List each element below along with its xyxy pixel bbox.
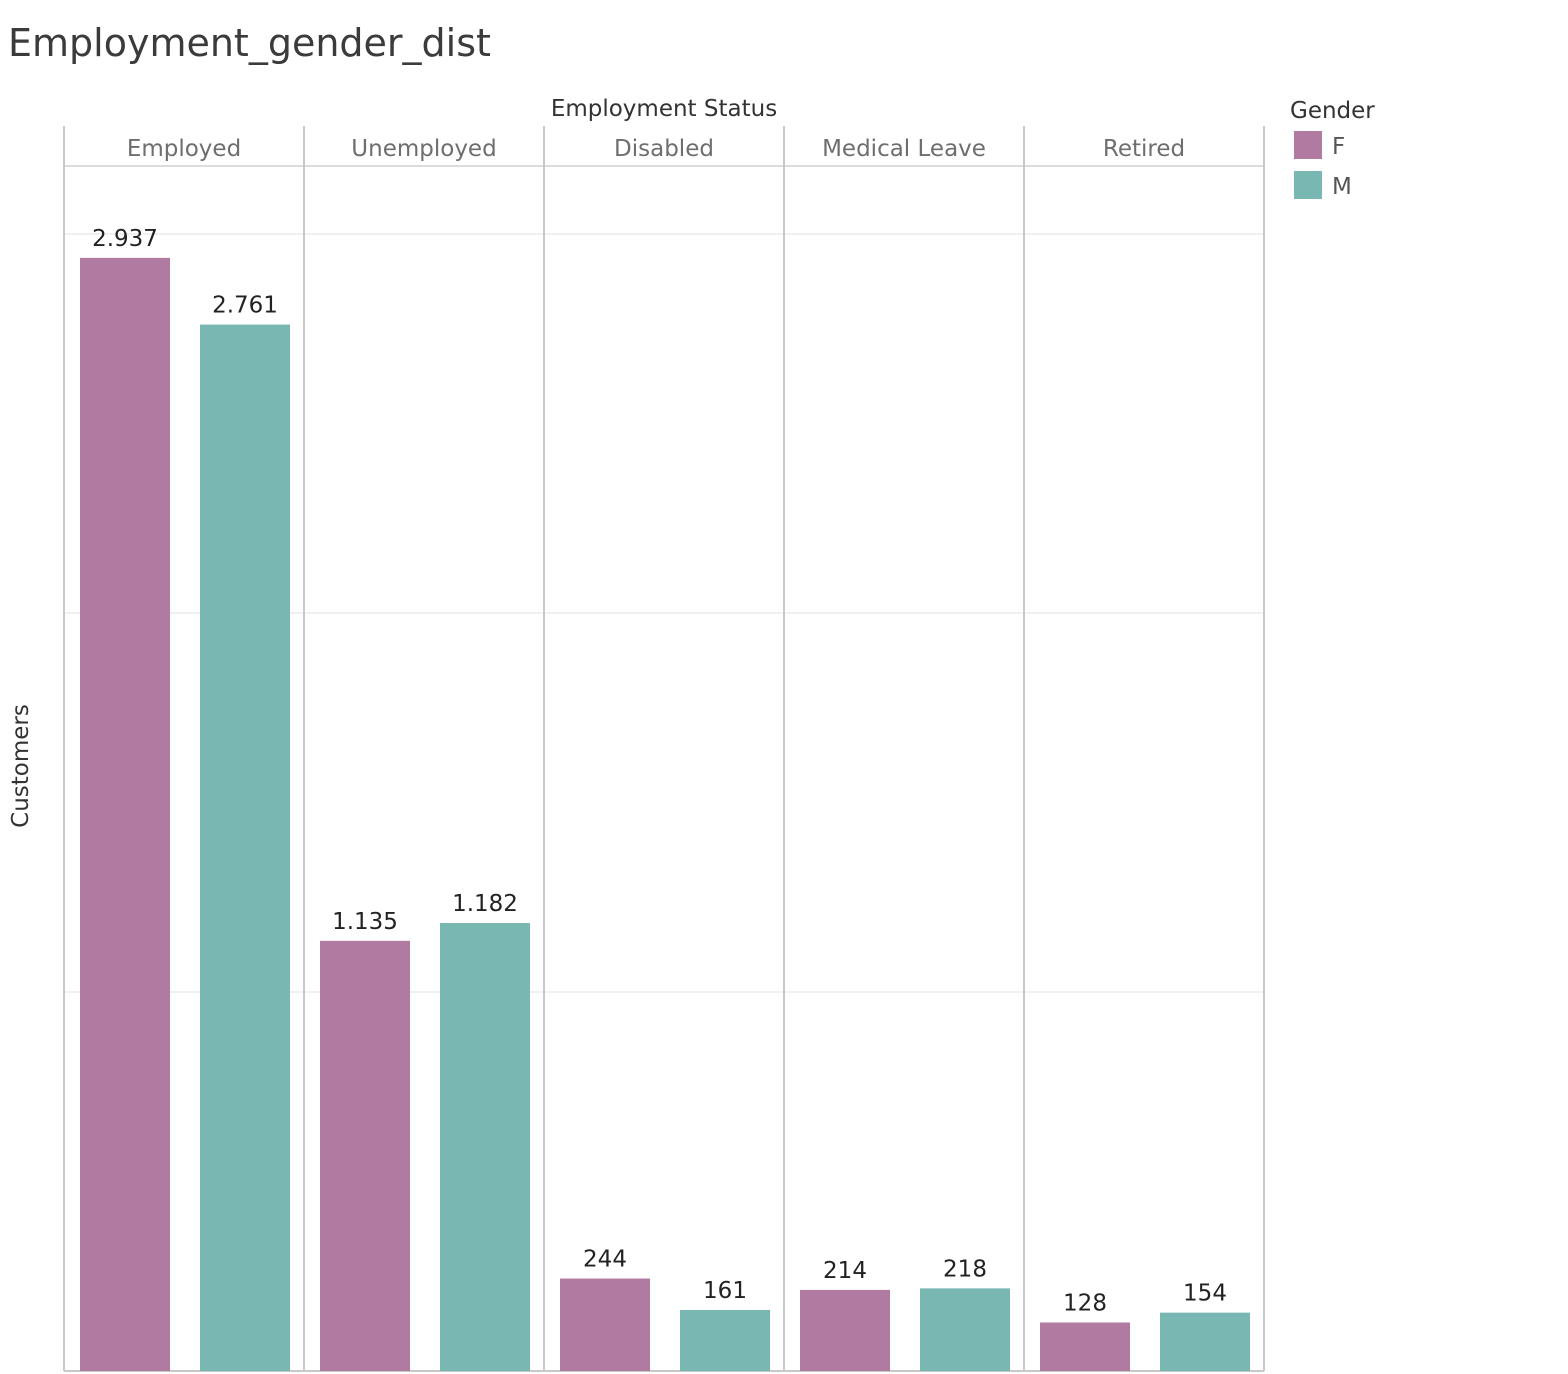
panel-label: Medical Leave bbox=[822, 136, 986, 162]
data-label: 154 bbox=[1183, 1281, 1227, 1307]
data-label: 2.761 bbox=[212, 293, 278, 319]
bar bbox=[920, 1288, 1010, 1371]
data-label: 244 bbox=[583, 1247, 627, 1273]
bars bbox=[80, 257, 1250, 1372]
panel-label: Unemployed bbox=[351, 136, 496, 162]
bar bbox=[440, 923, 530, 1371]
bar bbox=[1040, 1322, 1130, 1371]
y-axis-label: Customers bbox=[8, 704, 34, 828]
data-label: 161 bbox=[703, 1278, 747, 1304]
bar bbox=[320, 940, 410, 1371]
bar bbox=[1160, 1312, 1250, 1371]
bar bbox=[80, 257, 170, 1372]
panel-label: Employed bbox=[127, 136, 241, 162]
legend-swatch bbox=[1294, 171, 1322, 199]
bar bbox=[560, 1278, 650, 1371]
data-label: 1.135 bbox=[332, 909, 398, 935]
chart-title: Employment_gender_dist bbox=[8, 21, 491, 65]
data-label: 1.182 bbox=[452, 891, 518, 917]
bar bbox=[200, 324, 290, 1371]
panel-label: Disabled bbox=[614, 136, 714, 162]
data-label: 218 bbox=[943, 1256, 987, 1282]
legend-items: FM bbox=[1294, 131, 1352, 200]
bar bbox=[680, 1309, 770, 1371]
panel-label: Retired bbox=[1103, 136, 1185, 162]
legend: Gender FM bbox=[1290, 98, 1375, 200]
bar bbox=[800, 1289, 890, 1371]
legend-title: Gender bbox=[1290, 98, 1375, 124]
data-labels: 2.937 2.761 1.135 1.182 244 161 214 218 128 154 bbox=[92, 226, 1227, 1317]
column-header: Employment Status bbox=[551, 96, 777, 122]
data-label: 2.937 bbox=[92, 226, 158, 252]
legend-label: M bbox=[1332, 174, 1352, 200]
data-label: 214 bbox=[823, 1258, 867, 1284]
data-label: 128 bbox=[1063, 1290, 1107, 1316]
legend-swatch bbox=[1294, 131, 1322, 159]
legend-label: F bbox=[1332, 134, 1345, 160]
panel-labels: Employed Unemployed Disabled Medical Leave R… bbox=[127, 136, 1185, 162]
